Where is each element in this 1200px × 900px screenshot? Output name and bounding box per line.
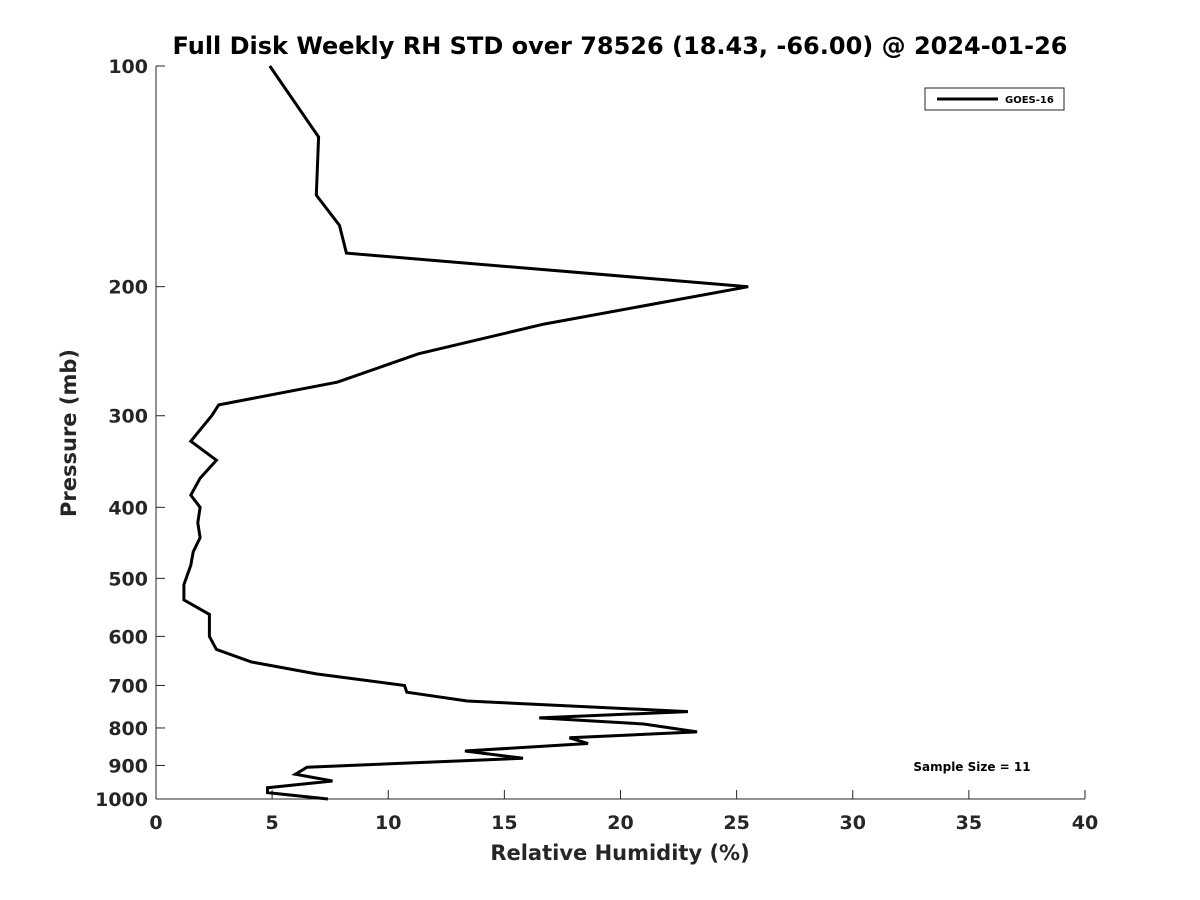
- sample-size-annotation: Sample Size = 11: [913, 760, 1030, 774]
- x-tick-label-40: 40: [1072, 812, 1098, 834]
- y-tick-label-1000: 1000: [95, 789, 148, 811]
- x-axis-ticks: 0 5 10 15 20 25 30 35 40: [149, 790, 1098, 834]
- y-tick-label-300: 300: [108, 406, 148, 428]
- series-line-goes-16: [182, 65, 749, 801]
- y-tick-label-200: 200: [108, 277, 148, 299]
- x-tick-label-0: 0: [149, 812, 162, 834]
- x-tick-label-35: 35: [956, 812, 982, 834]
- y-tick-label-500: 500: [108, 568, 148, 590]
- x-tick-label-30: 30: [840, 812, 866, 834]
- y-tick-label-600: 600: [108, 626, 148, 648]
- legend-label-goes-16: GOES-16: [1005, 95, 1054, 106]
- x-tick-label-20: 20: [607, 812, 633, 834]
- y-tick-label-800: 800: [108, 718, 148, 740]
- x-axis-label: Relative Humidity (%): [490, 841, 749, 865]
- y-tick-label-400: 400: [108, 497, 148, 519]
- y-tick-label-100: 100: [108, 56, 148, 78]
- plot-area: 0 5 10 15 20 25 30 35 40 100 200 300 400 500 600 700 80…: [95, 56, 1098, 834]
- x-tick-label-25: 25: [723, 812, 749, 834]
- y-tick-label-900: 900: [108, 755, 148, 777]
- x-tick-label-15: 15: [491, 812, 517, 834]
- y-axis-label: Pressure (mb): [57, 349, 81, 517]
- axes-background: [156, 66, 1085, 799]
- y-tick-label-700: 700: [108, 675, 148, 697]
- x-tick-label-10: 10: [375, 812, 401, 834]
- series-layer: [182, 65, 749, 801]
- y-axis-ticks: 100 200 300 400 500 600 700 800 900 1000: [95, 56, 165, 811]
- legend: GOES-16: [924, 87, 1065, 111]
- x-tick-label-5: 5: [266, 812, 279, 834]
- chart-title: Full Disk Weekly RH STD over 78526 (18.4…: [173, 32, 1068, 60]
